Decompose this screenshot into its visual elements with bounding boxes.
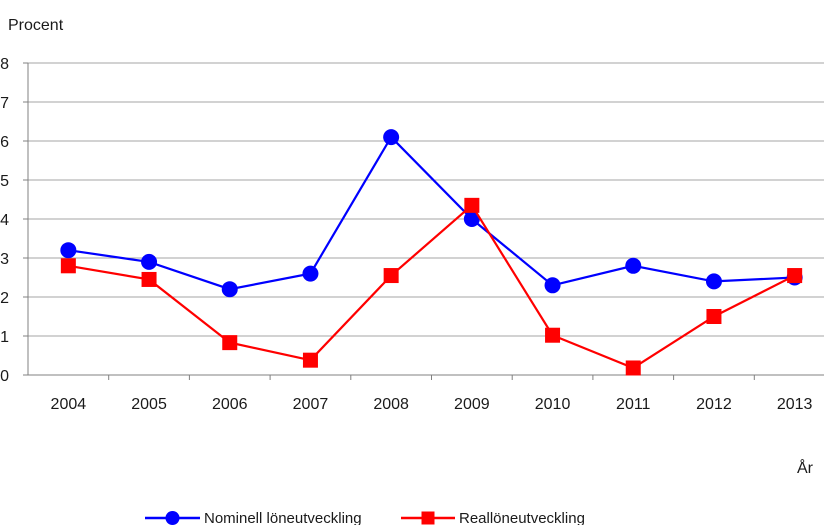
y-tick-label: 7 <box>0 95 9 112</box>
tick-labels: 0 1 2 3 4 5 6 7 8 2004 2005 2006 2007 2008 2009 2010 201… <box>0 56 812 413</box>
data-point <box>302 352 318 368</box>
data-point <box>705 273 722 290</box>
series-1 <box>60 129 803 298</box>
y-tick-label: 6 <box>0 134 9 151</box>
y-axis-title: Procent <box>8 17 64 34</box>
x-tick-label: 2008 <box>373 396 409 413</box>
y-tick-label: 5 <box>0 173 9 190</box>
data-point <box>625 257 642 274</box>
data-point <box>544 277 561 294</box>
data-point <box>141 253 158 270</box>
data-point <box>222 335 238 351</box>
x-tick-label: 2009 <box>454 396 490 413</box>
y-tick-label: 8 <box>0 56 9 73</box>
x-tick-label: 2004 <box>51 396 87 413</box>
data-point <box>141 271 157 287</box>
data-point <box>221 281 238 298</box>
legend-item-2: Reallöneutveckling <box>401 510 585 525</box>
series-group <box>60 129 803 376</box>
series-line <box>68 135 795 291</box>
y-tick-label: 0 <box>0 368 9 385</box>
y-tick-label: 4 <box>0 212 9 229</box>
axes <box>23 62 824 380</box>
data-point <box>464 197 480 213</box>
legend-label: Reallöneutveckling <box>459 510 585 525</box>
y-tick-label: 2 <box>0 290 9 307</box>
data-point <box>787 268 803 284</box>
x-tick-label: 2005 <box>131 396 167 413</box>
data-point <box>383 129 400 146</box>
legend-label: Nominell löneutveckling <box>204 510 362 525</box>
legend-marker <box>421 511 435 525</box>
x-tick-label: 2007 <box>293 396 329 413</box>
y-tick-label: 1 <box>0 329 9 346</box>
series-line <box>68 203 796 370</box>
data-point <box>60 242 77 259</box>
series-2 <box>60 197 803 376</box>
x-axis-title: År <box>797 458 814 477</box>
x-tick-label: 2011 <box>616 396 651 413</box>
data-point <box>60 258 76 274</box>
x-tick-label: 2013 <box>777 396 813 413</box>
data-point <box>625 360 641 376</box>
x-tick-label: 2010 <box>535 396 571 413</box>
legend-item-1: Nominell löneutveckling <box>145 510 362 525</box>
data-point <box>706 309 722 324</box>
data-point <box>383 268 399 284</box>
gridlines <box>28 62 824 337</box>
data-point <box>545 327 561 343</box>
x-tick-label: 2006 <box>212 396 248 413</box>
data-point <box>302 265 319 282</box>
y-tick-label: 3 <box>0 251 9 268</box>
data-point <box>463 211 480 227</box>
legend-marker <box>165 511 180 525</box>
legend: Nominell löneutveckling Reallöneutvecklin… <box>145 510 585 525</box>
x-tick-label: 2012 <box>696 396 732 413</box>
